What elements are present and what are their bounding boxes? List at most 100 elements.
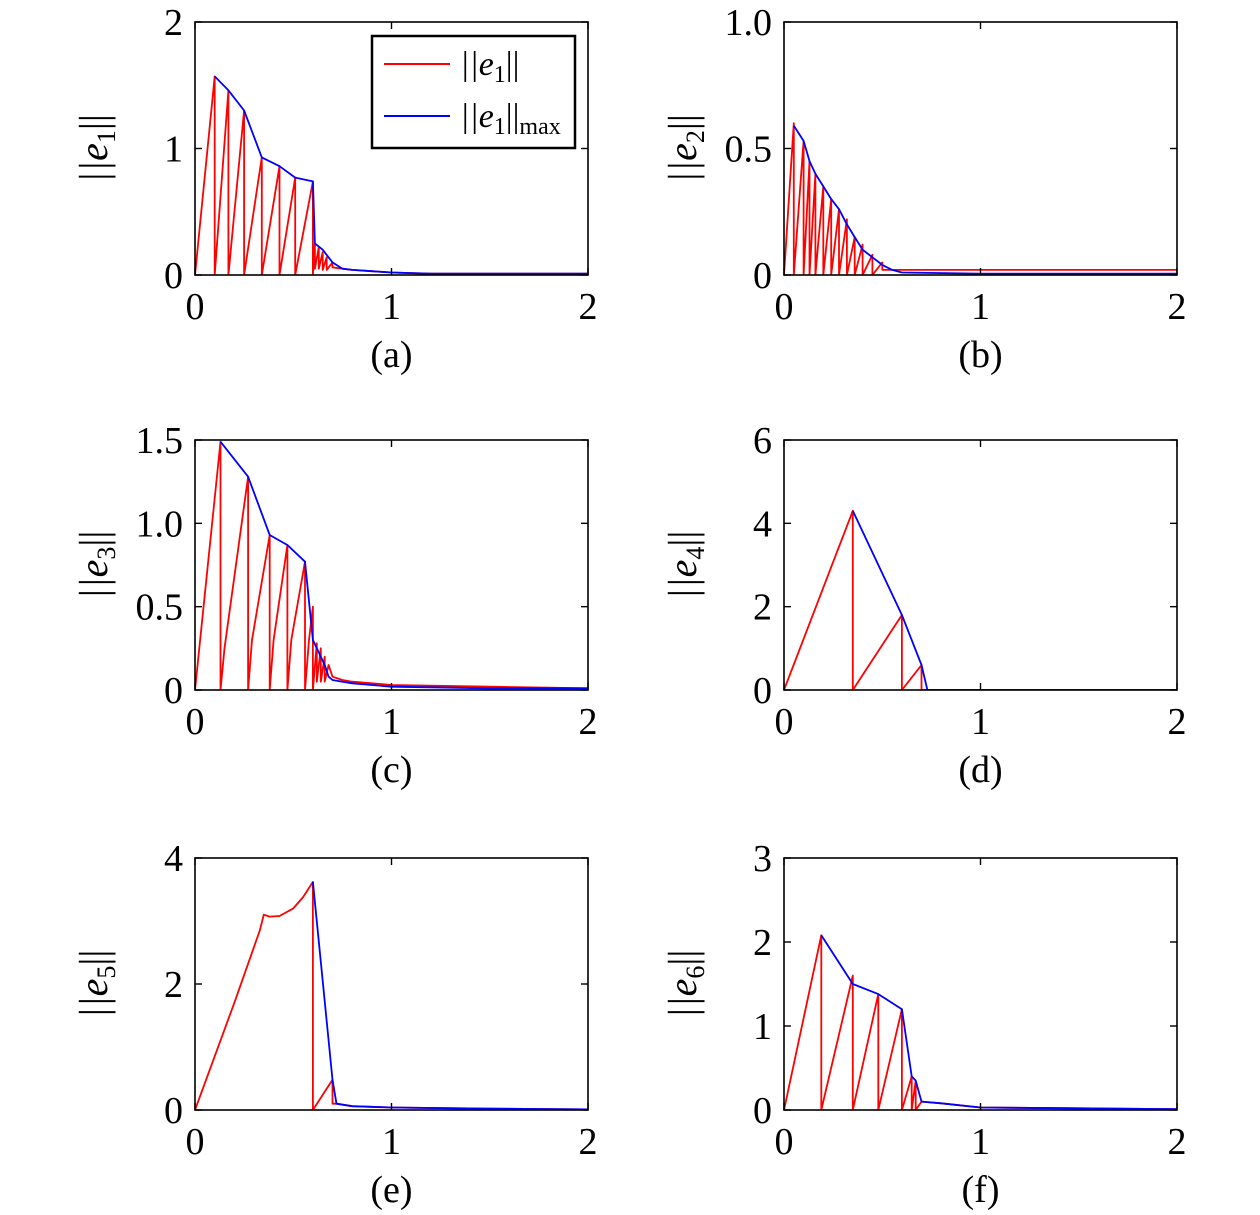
plot-frame <box>783 21 1178 276</box>
x-tick-label: 0 <box>186 286 205 328</box>
y-tick-label: 1 <box>753 1006 772 1048</box>
y-axis-label-close: || <box>660 531 705 547</box>
legend-entry-label: ||e1||max <box>460 98 561 140</box>
y-tick-label: 0 <box>753 255 772 297</box>
panel-caption: (d) <box>958 749 1002 791</box>
x-tick-label: 2 <box>579 286 598 328</box>
chart-panel-5: 0 1 2 0 2 4 (e) ||e5|| <box>71 838 598 1211</box>
y-axis-label-subscript: 1 <box>92 130 121 143</box>
y-tick-label: 2 <box>753 587 772 629</box>
y-tick-label: 1.0 <box>725 2 773 44</box>
x-tick-label: 2 <box>579 701 598 743</box>
x-tick-label: 2 <box>579 1121 598 1163</box>
plot-frame <box>194 857 589 1111</box>
y-tick-label: 0 <box>164 255 183 297</box>
legend-entry-subscript: 1 <box>494 62 506 88</box>
y-axis-label-base: ||e <box>71 143 116 183</box>
legend-box <box>370 34 577 150</box>
panel-caption: (e) <box>370 1169 412 1211</box>
y-tick-label: 1.5 <box>136 420 184 462</box>
y-tick-label: 1 <box>164 129 183 171</box>
y-axis-label-base: ||e <box>660 560 705 600</box>
x-tick-label: 0 <box>775 286 794 328</box>
series-line-red <box>195 440 588 690</box>
x-tick-label: 2 <box>1168 286 1187 328</box>
y-axis-label-base: ||e <box>660 143 705 183</box>
legend-entry-max-subscript: max <box>519 114 560 140</box>
y-axis-label-subscript: 4 <box>681 547 710 560</box>
panel-caption: (f) <box>962 1169 1000 1211</box>
y-axis-label-base: ||e <box>71 979 116 1019</box>
chart-panel-6: 0 1 2 0 1 2 3 (f) ||e6|| <box>660 838 1187 1211</box>
y-axis-label-subscript: 3 <box>92 547 121 560</box>
series-line-blue <box>312 881 588 1110</box>
series-line-red <box>784 509 1177 690</box>
x-tick-label: 1 <box>382 286 401 328</box>
legend-entry-base: ||e <box>460 46 494 83</box>
y-axis-label-base: ||e <box>71 560 116 600</box>
series-line-blue <box>851 510 1177 690</box>
x-tick-label: 0 <box>186 701 205 743</box>
x-tick-label: 1 <box>971 286 990 328</box>
y-tick-label: 0.5 <box>136 587 184 629</box>
y-tick-label: 3 <box>753 838 772 880</box>
series-line-red <box>195 881 588 1110</box>
x-tick-label: 1 <box>382 701 401 743</box>
y-tick-label: 0 <box>164 670 183 712</box>
y-axis-label: ||e5|| <box>71 950 121 1019</box>
x-tick-label: 2 <box>1168 1121 1187 1163</box>
y-tick-label: 0 <box>753 670 772 712</box>
legend-entry-label: ||e1|| <box>460 46 519 88</box>
x-tick-label: 1 <box>382 1121 401 1163</box>
x-tick-label: 2 <box>1168 701 1187 743</box>
legend: ||e1||||e1||max <box>370 34 577 150</box>
y-axis-label: ||e1|| <box>71 114 121 183</box>
y-axis-label-close: || <box>660 114 705 130</box>
series-line-blue <box>820 934 1177 1110</box>
plot-frame <box>783 439 1178 691</box>
legend-entry-close: || <box>506 98 520 135</box>
x-tick-label: 0 <box>186 1121 205 1163</box>
series-line-blue <box>219 441 588 690</box>
y-tick-label: 0 <box>753 1090 772 1132</box>
x-tick-label: 0 <box>775 701 794 743</box>
y-axis-label: ||e2|| <box>660 114 710 183</box>
y-axis-label-close: || <box>71 950 116 966</box>
y-tick-label: 2 <box>164 2 183 44</box>
y-axis-label-close: || <box>71 531 116 547</box>
panel-caption: (b) <box>958 334 1002 376</box>
legend-entry-subscript: 1 <box>494 114 506 140</box>
x-tick-label: 1 <box>971 1121 990 1163</box>
series-line-blue <box>793 125 1177 275</box>
y-axis-label-close: || <box>660 950 705 966</box>
y-axis-label-subscript: 2 <box>681 130 710 143</box>
plot-frame <box>194 439 589 691</box>
plot-frame <box>783 857 1178 1111</box>
panel-caption: (c) <box>370 749 412 791</box>
x-tick-label: 1 <box>971 701 990 743</box>
chart-panel-2: 0 1 200.51.0(b)||e2|| <box>660 2 1187 376</box>
chart-panel-3: 0 1 2 0 0.5 1.0 1.5 (c) ||e3|| <box>71 420 598 791</box>
y-axis-label-base: ||e <box>660 979 705 1019</box>
y-axis-label-subscript: 5 <box>92 966 121 979</box>
legend-entry-base: ||e <box>460 98 494 135</box>
y-axis-label: ||e4|| <box>660 531 710 600</box>
y-tick-label: 2 <box>753 922 772 964</box>
y-tick-label: 2 <box>164 964 183 1006</box>
series-line-red <box>784 122 1177 275</box>
panel-caption: (a) <box>370 334 412 376</box>
series-line-red <box>784 934 1177 1110</box>
y-tick-label: 6 <box>753 420 772 462</box>
y-axis-label: ||e3|| <box>71 531 121 600</box>
y-tick-label: 0 <box>164 1090 183 1132</box>
y-tick-label: 1.0 <box>136 503 184 545</box>
series-line-blue <box>214 75 588 275</box>
y-tick-label: 0.5 <box>725 129 773 171</box>
y-axis-label-subscript: 6 <box>681 966 710 979</box>
y-axis-label: ||e6|| <box>660 950 710 1019</box>
y-tick-label: 4 <box>753 503 772 545</box>
y-axis-label-close: || <box>71 114 116 130</box>
